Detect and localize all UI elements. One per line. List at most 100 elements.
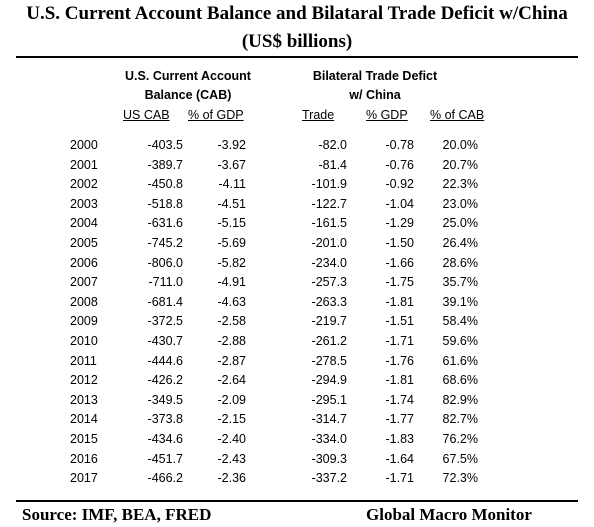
trade-cell: -161.5 bbox=[311, 216, 347, 231]
brand-label: Global Macro Monitor bbox=[366, 505, 532, 524]
year-cell: 2004 bbox=[70, 216, 98, 231]
pct-gdp-cell: -2.58 bbox=[217, 314, 247, 329]
table-row: 2011 -444.6 -2.87 -278.5 -1.76 61.6% bbox=[0, 352, 594, 372]
pct-cab-cell: 35.7% bbox=[442, 275, 478, 290]
trade-cell: -337.2 bbox=[311, 471, 347, 486]
cab-group-header-line1: U.S. Current Account bbox=[125, 69, 251, 83]
pct-gdp-cell: -5.15 bbox=[217, 216, 247, 231]
year-cell: 2001 bbox=[70, 157, 98, 172]
table-row: 2006 -806.0 -5.82 -234.0 -1.66 28.6% bbox=[0, 254, 594, 274]
trade-cell: -101.9 bbox=[311, 177, 347, 192]
pct-cab-cell: 25.0% bbox=[442, 216, 478, 231]
pct-gdp-cell: -2.36 bbox=[217, 471, 247, 486]
trade-pct-gdp-cell: -1.51 bbox=[385, 314, 415, 329]
table-row: 2009 -372.5 -2.58 -219.7 -1.51 58.4% bbox=[0, 312, 594, 332]
us-cab-cell: -430.7 bbox=[147, 333, 183, 348]
us-cab-cell: -444.6 bbox=[147, 353, 183, 368]
column-header-us-cab: US CAB bbox=[123, 108, 170, 122]
pct-gdp-cell: -4.63 bbox=[217, 294, 247, 309]
column-header-pct-gdp: % of GDP bbox=[188, 108, 244, 122]
us-cab-cell: -711.0 bbox=[148, 275, 183, 290]
year-cell: 2006 bbox=[70, 255, 98, 270]
us-cab-cell: -434.6 bbox=[147, 431, 183, 446]
pct-cab-cell: 22.3% bbox=[442, 177, 478, 192]
us-cab-cell: -450.8 bbox=[147, 177, 183, 192]
trade-cell: -82.0 bbox=[318, 138, 348, 152]
trade-pct-gdp-cell: -1.77 bbox=[385, 412, 415, 427]
pct-gdp-cell: -2.15 bbox=[217, 412, 247, 427]
cab-group-header: U.S. Current Account Balance (CAB) bbox=[110, 67, 266, 105]
us-cab-cell: -681.4 bbox=[147, 294, 183, 309]
trade-group-header-line2: w/ China bbox=[349, 88, 401, 102]
table-subtitle: (US$ billions) bbox=[241, 31, 353, 52]
pct-gdp-cell: -2.87 bbox=[217, 353, 247, 368]
table-row: 2004 -631.6 -5.15 -161.5 -1.29 25.0% bbox=[0, 214, 594, 234]
pct-cab-cell: 28.6% bbox=[442, 255, 478, 270]
pct-cab-cell: 68.6% bbox=[442, 373, 478, 388]
trade-cell: -261.2 bbox=[311, 333, 347, 348]
pct-cab-cell: 67.5% bbox=[442, 451, 478, 466]
us-cab-cell: -349.5 bbox=[147, 392, 183, 407]
trade-cell: -219.7 bbox=[311, 314, 347, 329]
trade-pct-gdp-cell: -1.83 bbox=[385, 431, 415, 446]
trade-pct-gdp-cell: -1.50 bbox=[385, 235, 415, 250]
trade-pct-gdp-cell: -1.75 bbox=[385, 275, 415, 290]
column-header-pct-cab: % of CAB bbox=[430, 108, 485, 122]
trade-pct-gdp-cell: -0.76 bbox=[385, 157, 415, 172]
year-cell: 2015 bbox=[70, 431, 98, 446]
trade-pct-gdp-cell: -1.66 bbox=[385, 255, 415, 270]
us-cab-cell: -631.6 bbox=[147, 216, 183, 231]
trade-pct-gdp-cell: -1.81 bbox=[385, 294, 415, 309]
year-cell: 2017 bbox=[70, 471, 98, 486]
trade-cell: -294.9 bbox=[311, 373, 347, 388]
pct-gdp-cell: -2.64 bbox=[217, 373, 247, 388]
trade-pct-gdp-cell: -0.78 bbox=[385, 138, 415, 152]
pct-cab-cell: 82.7% bbox=[442, 412, 478, 427]
pct-cab-cell: 76.2% bbox=[442, 431, 478, 446]
pct-gdp-cell: -2.40 bbox=[217, 431, 247, 446]
table-row: 2010 -430.7 -2.88 -261.2 -1.71 59.6% bbox=[0, 332, 594, 352]
trade-cell: -263.3 bbox=[311, 294, 347, 309]
trade-pct-gdp-cell: -1.04 bbox=[385, 196, 415, 211]
pct-gdp-cell: -2.88 bbox=[217, 333, 247, 348]
pct-cab-cell: 61.6% bbox=[442, 353, 478, 368]
pct-cab-cell: 23.0% bbox=[442, 196, 478, 211]
table-row: 2003 -518.8 -4.51 -122.7 -1.04 23.0% bbox=[0, 195, 594, 215]
table-row: 2007 -711.0 -4.91 -257.3 -1.75 35.7% bbox=[0, 273, 594, 293]
pct-gdp-cell: -4.51 bbox=[217, 196, 247, 211]
bottom-divider bbox=[16, 500, 578, 502]
us-cab-cell: -373.8 bbox=[147, 412, 183, 427]
column-header-trade-pct-gdp: % GDP bbox=[366, 108, 408, 122]
pct-cab-cell: 58.4% bbox=[442, 314, 478, 329]
trade-group-header: Bilateral Trade Defict w/ China bbox=[290, 67, 460, 105]
table-row: 2008 -681.4 -4.63 -263.3 -1.81 39.1% bbox=[0, 293, 594, 313]
table-row: 2000 -403.5 -3.92 -82.0 -0.78 20.0% bbox=[0, 136, 594, 156]
year-cell: 2000 bbox=[70, 138, 98, 152]
us-cab-cell: -466.2 bbox=[147, 471, 183, 486]
table-body: 2000 -403.5 -3.92 -82.0 -0.78 20.0% 2001 -389.7… bbox=[0, 136, 594, 489]
year-cell: 2009 bbox=[70, 314, 98, 329]
year-cell: 2005 bbox=[70, 235, 98, 250]
trade-pct-gdp-cell: -0.92 bbox=[385, 177, 415, 192]
pct-gdp-cell: -2.09 bbox=[217, 392, 247, 407]
pct-gdp-cell: -5.69 bbox=[217, 235, 247, 250]
trade-cell: -278.5 bbox=[311, 353, 347, 368]
us-cab-cell: -389.7 bbox=[147, 157, 183, 172]
pct-cab-cell: 26.4% bbox=[442, 235, 478, 250]
pct-gdp-cell: -5.82 bbox=[217, 255, 247, 270]
year-cell: 2012 bbox=[70, 373, 98, 388]
trade-pct-gdp-cell: -1.76 bbox=[385, 353, 415, 368]
trade-cell: -257.3 bbox=[311, 275, 347, 290]
trade-pct-gdp-cell: -1.74 bbox=[385, 392, 415, 407]
us-cab-cell: -372.5 bbox=[147, 314, 183, 329]
year-cell: 2011 bbox=[70, 353, 97, 368]
trade-cell: -234.0 bbox=[311, 255, 347, 270]
trade-pct-gdp-cell: -1.64 bbox=[385, 451, 415, 466]
trade-pct-gdp-cell: -1.81 bbox=[385, 373, 415, 388]
trade-cell: -334.0 bbox=[311, 431, 347, 446]
table-row: 2012 -426.2 -2.64 -294.9 -1.81 68.6% bbox=[0, 371, 594, 391]
trade-group-header-line1: Bilateral Trade Defict bbox=[312, 69, 438, 83]
pct-cab-cell: 39.1% bbox=[442, 294, 478, 309]
top-divider bbox=[16, 56, 578, 58]
us-cab-cell: -745.2 bbox=[147, 235, 183, 250]
